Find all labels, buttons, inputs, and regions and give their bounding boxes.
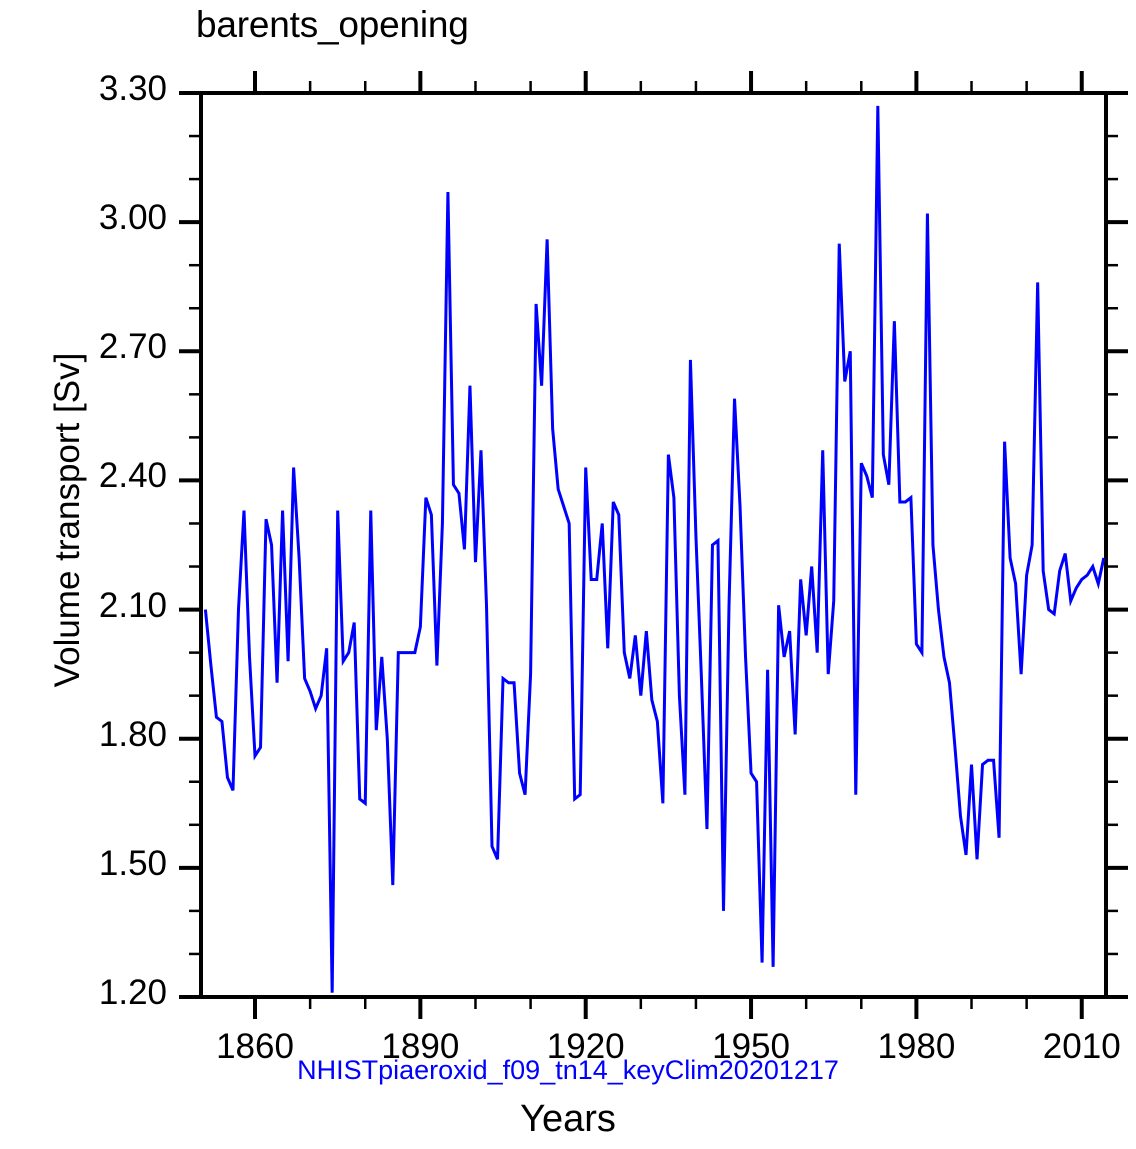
axis-frame	[199, 91, 1108, 999]
series-line-0	[203, 105, 1106, 993]
y-tick-label: 1.20	[98, 973, 167, 1012]
x-tick-label: 1860	[216, 1027, 294, 1066]
x-tick-label: 1980	[877, 1027, 956, 1066]
y-tick-label: 3.00	[98, 198, 167, 238]
data-series-group	[203, 105, 1106, 993]
x-tick-label: 1950	[712, 1027, 790, 1066]
chart-title: barents_opening	[196, 4, 469, 45]
axis-ticks	[179, 71, 1128, 1019]
y-tick-label: 1.50	[98, 843, 167, 883]
x-tick-label: 2010	[1042, 1027, 1121, 1066]
y-tick-label: 2.40	[98, 456, 167, 496]
chart-subtitle: NHISTpiaeroxid_f09_tn14_keyClim20201217	[297, 1055, 839, 1085]
x-tick-label: 1890	[381, 1027, 460, 1066]
x-tick-label: 1920	[546, 1027, 625, 1066]
y-tick-label: 1.80	[98, 714, 167, 754]
y-tick-label: 2.70	[98, 327, 167, 367]
y-tick-label: 3.30	[98, 69, 167, 108]
y-tick-label: 2.10	[98, 585, 167, 625]
x-axis-label: Years	[520, 1098, 616, 1140]
